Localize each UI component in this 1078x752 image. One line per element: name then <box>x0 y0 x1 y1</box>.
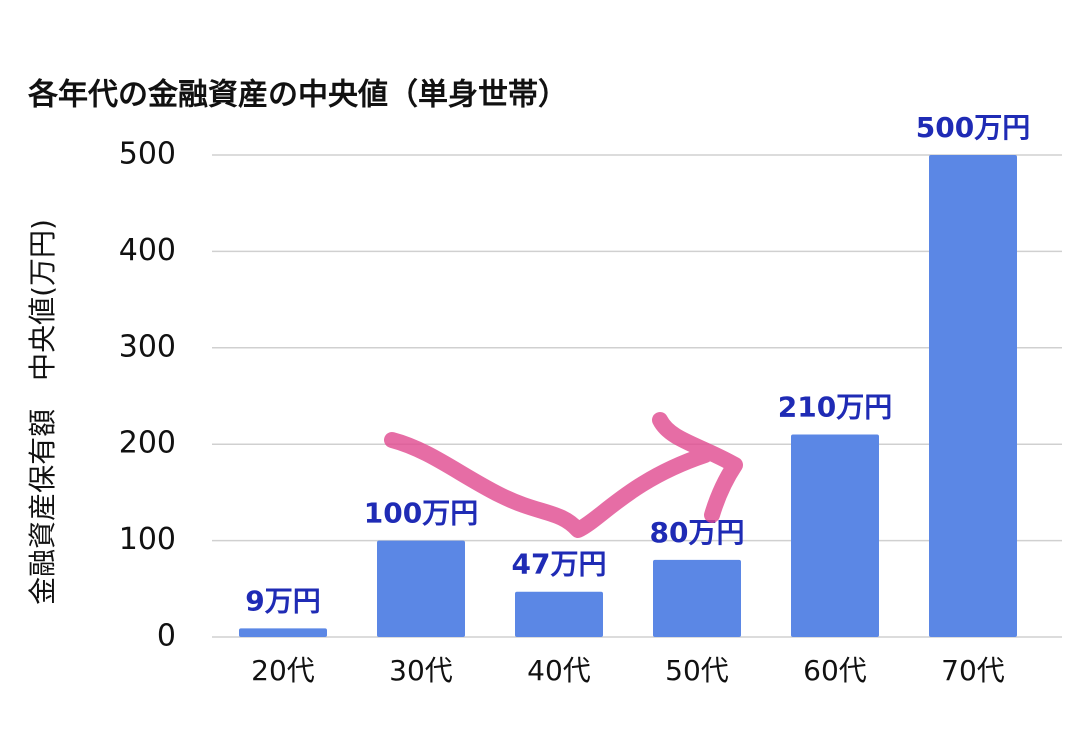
bar <box>929 155 1017 637</box>
value-label: 80万円 <box>650 516 745 549</box>
y-axis-label: 金融資産保有額 中央値(万円) <box>26 219 59 605</box>
x-tick-label: 70代 <box>941 654 1005 687</box>
y-tick-label: 0 <box>157 619 176 654</box>
bar <box>791 434 879 637</box>
hand-drawn-arrow <box>384 412 743 538</box>
value-label: 210万円 <box>778 391 892 424</box>
bar <box>377 540 465 637</box>
chart-title: 各年代の金融資産の中央値（単身世帯） <box>27 78 568 113</box>
plot-area: 0 100 200 300 400 500 20代 9万円 30代 100万円 40代 47万円 50代… <box>119 111 1062 687</box>
y-tick-label: 100 <box>119 522 176 557</box>
bar <box>239 628 327 637</box>
x-tick-label: 60代 <box>803 654 867 687</box>
value-label: 100万円 <box>364 497 478 530</box>
x-tick-label: 30代 <box>389 654 453 687</box>
bar <box>515 591 603 637</box>
x-tick-label: 50代 <box>665 654 729 687</box>
y-tick-label: 300 <box>119 329 176 364</box>
bar <box>653 559 741 637</box>
y-tick-label: 500 <box>119 137 176 172</box>
value-label: 47万円 <box>512 548 607 581</box>
x-tick-label: 40代 <box>527 654 591 687</box>
y-tick-label: 400 <box>119 233 176 268</box>
value-label: 9万円 <box>245 584 320 617</box>
y-tick-label: 200 <box>119 426 176 461</box>
x-tick-label: 20代 <box>251 654 315 687</box>
value-label: 500万円 <box>916 111 1030 144</box>
